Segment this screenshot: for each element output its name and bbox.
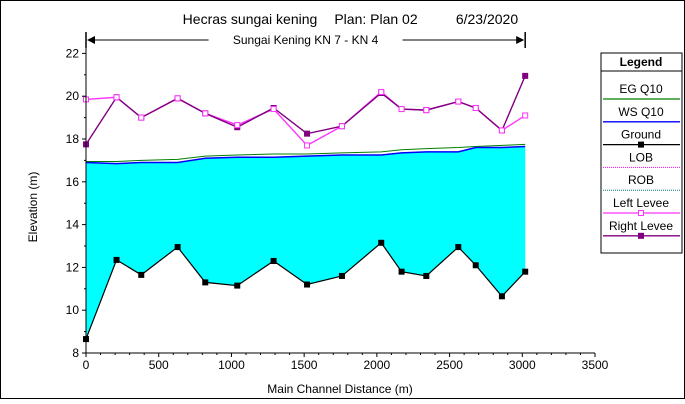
y-tick-label: 8 <box>72 346 79 360</box>
y-axis-label: Elevation (m) <box>26 172 40 243</box>
left-levee-point <box>174 95 181 102</box>
x-tick-label: 2000 <box>364 358 391 372</box>
left-levee-point <box>423 107 430 114</box>
ground-point <box>270 257 277 264</box>
legend-label: Ground <box>621 128 661 142</box>
chart-title: Hecras sungai kening <box>183 11 318 27</box>
right-levee-point <box>304 130 311 137</box>
legend-label: LOB <box>629 150 653 164</box>
series-line-eg-q10 <box>86 143 526 162</box>
y-tick-label: 18 <box>66 132 80 146</box>
reach-label-bg <box>208 33 403 47</box>
series-line-right-levee <box>85 75 526 145</box>
left-levee-point <box>522 112 529 119</box>
plot-area: 0 500 1000 1500 2000 2500 3000 3500 8 10 12 14 16 18 2… <box>66 32 609 372</box>
y-tick-label: 20 <box>66 89 80 103</box>
x-tick-label: 0 <box>83 358 90 372</box>
legend-title: Legend <box>620 55 663 69</box>
legend-marker <box>638 141 644 148</box>
x-tick-label: 500 <box>149 358 169 372</box>
x-tick-label: 3500 <box>582 358 609 372</box>
ground-point <box>472 262 479 269</box>
x-tick-label: 1500 <box>291 358 318 372</box>
y-tick-label: 16 <box>66 175 80 189</box>
date-label: 6/23/2020 <box>456 11 518 27</box>
legend-label: Right Levee <box>609 219 673 233</box>
ground-point <box>522 268 529 275</box>
water-fill <box>86 146 526 340</box>
legend-marker <box>638 210 644 216</box>
x-tick-label: 1000 <box>218 358 245 372</box>
y-tick-label: 10 <box>66 303 80 317</box>
x-axis-label: Main Channel Distance (m) <box>267 382 412 396</box>
ground-point <box>113 256 120 263</box>
legend-label: WS Q10 <box>618 105 664 119</box>
left-levee-point <box>138 114 145 121</box>
left-levee-point <box>398 106 405 113</box>
left-levee-point <box>338 123 345 130</box>
left-levee-point <box>472 104 479 111</box>
legend-label: EG Q10 <box>619 82 663 96</box>
ground-point <box>455 244 462 251</box>
y-tick-label: 14 <box>66 218 80 232</box>
ground-point <box>174 244 181 251</box>
reach-arrow-left <box>87 36 95 44</box>
left-levee-point <box>498 127 505 134</box>
y-tick-label: 12 <box>66 260 80 274</box>
legend-label: Left Levee <box>613 196 669 210</box>
plan-label: Plan: Plan 02 <box>334 11 417 27</box>
left-levee-point <box>113 94 120 101</box>
reach-arrow-right <box>516 36 525 44</box>
legend: Legend EG Q10 WS Q10 Ground LOB ROB Left Leve… <box>600 52 683 254</box>
ground-point <box>304 281 311 288</box>
left-levee-point <box>270 106 277 113</box>
left-levee-point <box>304 142 311 149</box>
reach-label: Sungai Kening KN 7 - KN 4 <box>233 33 379 47</box>
x-tick-label: 2500 <box>436 358 463 372</box>
ground-point <box>498 293 505 300</box>
left-levee-point <box>202 110 209 117</box>
ground-point <box>398 268 405 275</box>
ground-point <box>378 239 385 246</box>
ground-point <box>138 271 145 278</box>
legend-box <box>600 52 683 254</box>
ground-point <box>234 282 241 289</box>
legend-items: EG Q10 WS Q10 Ground LOB ROB Left Levee Right … <box>603 82 680 239</box>
ground-point <box>202 279 209 286</box>
left-levee-point <box>378 88 385 95</box>
ground-point <box>423 272 430 279</box>
right-levee-point <box>522 72 529 79</box>
legend-marker <box>638 232 644 239</box>
left-levee-point <box>234 122 241 129</box>
y-tick-label: 22 <box>66 46 80 60</box>
series-line-ground <box>85 241 526 340</box>
legend-label: ROB <box>628 173 654 187</box>
left-levee-point <box>455 98 462 105</box>
ground-point <box>338 272 345 279</box>
series-line-ws-q10 <box>85 145 526 165</box>
x-tick-label: 3000 <box>509 358 536 372</box>
